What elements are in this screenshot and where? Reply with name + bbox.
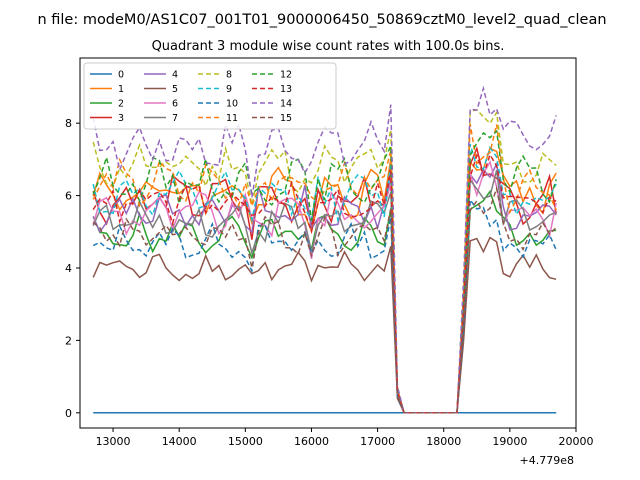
series-line-1	[92, 147, 557, 414]
y-tick-label: 8	[65, 117, 72, 130]
legend-label-6: 6	[172, 99, 178, 110]
legend-label-5: 5	[172, 84, 178, 95]
series-line-15	[92, 185, 557, 414]
x-tick-label: 15000	[228, 435, 263, 448]
axes-frame	[79, 57, 577, 429]
series-line-10	[92, 197, 557, 414]
x-offset-label: +4.779e8	[520, 454, 574, 467]
legend-label-2: 2	[118, 99, 124, 110]
y-tick-label: 4	[65, 262, 72, 275]
legend-label-1: 1	[118, 84, 124, 95]
x-tick-label: 16000	[294, 435, 329, 448]
legend-label-12: 12	[280, 70, 292, 81]
legend-box	[83, 62, 337, 130]
figure-suptitle: n file: modeM0/AS1C07_001T01_9000006450_…	[37, 12, 606, 28]
series-line-6	[92, 160, 557, 414]
legend-label-7: 7	[172, 113, 178, 124]
x-tick-label: 14000	[162, 435, 197, 448]
y-tick-label: 6	[65, 190, 72, 203]
x-tick-label: 18000	[426, 435, 461, 448]
series-line-11	[92, 123, 557, 414]
legend-label-3: 3	[118, 113, 124, 124]
legend-label-11: 11	[226, 113, 238, 124]
legend-label-9: 9	[226, 84, 232, 95]
x-tick-label: 20000	[559, 435, 594, 448]
series-line-12	[92, 129, 557, 414]
series-line-8	[92, 108, 557, 414]
y-tick-label: 0	[65, 407, 72, 420]
series-line-5	[92, 236, 557, 414]
legend-label-14: 14	[280, 99, 292, 110]
legend-label-15: 15	[280, 113, 292, 124]
x-axis-ticks: 13000 14000 15000 16000 17000 18000 19000 20000	[96, 428, 594, 448]
plot-series-group	[92, 85, 557, 414]
x-tick-label: 19000	[492, 435, 527, 448]
legend-label-13: 13	[280, 84, 292, 95]
legend-label-0: 0	[118, 70, 124, 81]
x-tick-label: 13000	[96, 435, 131, 448]
y-axis-ticks: 0 2 4 6 8	[65, 117, 80, 420]
legend-label-8: 8	[226, 70, 232, 81]
series-line-13	[92, 152, 557, 414]
x-tick-label: 17000	[360, 435, 395, 448]
y-tick-label: 2	[65, 334, 72, 347]
chart-title: Quadrant 3 module wise count rates with …	[152, 39, 505, 54]
legend-label-10: 10	[226, 99, 238, 110]
legend-label-4: 4	[172, 70, 178, 81]
series-line-3	[92, 145, 557, 414]
series-line-9	[92, 143, 557, 414]
